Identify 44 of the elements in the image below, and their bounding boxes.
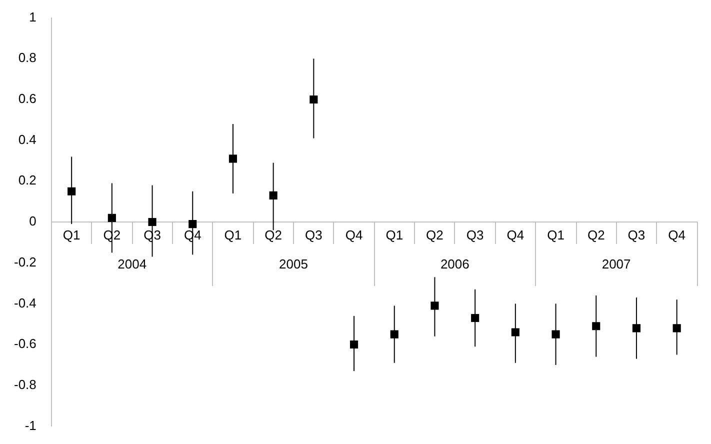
y-tick-label: -0.6 [14, 336, 36, 352]
point [188, 220, 197, 228]
x-tick-label: Q4 [668, 227, 686, 242]
y-tick-label: -0.2 [14, 254, 36, 270]
y-tick-label: 0.4 [18, 132, 36, 147]
point [552, 330, 560, 338]
y-tick-label: 1 [29, 9, 36, 24]
x-tick-label: Q1 [224, 227, 242, 242]
x-tick-label: Q2 [426, 227, 444, 242]
y-tick-label: -0.4 [14, 295, 36, 310]
y-tick-label: -1 [24, 418, 36, 433]
x-tick-label: Q2 [587, 227, 605, 242]
point [471, 314, 480, 322]
annotation: 2006 [440, 256, 470, 272]
annotation: 2007 [602, 256, 631, 272]
point [511, 328, 520, 336]
x-tick-label: Q1 [547, 227, 564, 242]
point [672, 324, 681, 332]
point [310, 95, 318, 104]
point [108, 214, 116, 222]
x-tick-label: Q3 [466, 227, 484, 242]
y-tick-label: -0.8 [14, 376, 36, 392]
annotation: 2005 [279, 256, 308, 272]
y-tick-label: 0.6 [18, 91, 36, 106]
point [68, 187, 76, 196]
y-tick-label: 0 [29, 214, 36, 229]
x-tick-label: Q2 [264, 227, 282, 242]
point [269, 191, 278, 200]
x-tick-label: Q1 [62, 227, 80, 242]
annotation: 2004 [118, 256, 147, 272]
point [228, 154, 238, 163]
x-tick-label: Q3 [305, 227, 322, 242]
x-tick-label: Q4 [345, 227, 363, 242]
point [430, 302, 439, 310]
point [148, 218, 156, 226]
y-tick-label: 0.2 [18, 172, 36, 188]
x-tick-label: Q1 [386, 227, 404, 242]
point [390, 330, 398, 338]
point [350, 340, 358, 349]
x-tick-label: Q4 [506, 227, 524, 242]
y-tick-label: 0.8 [18, 50, 36, 66]
x-tick-label: Q3 [628, 227, 646, 242]
point [632, 324, 641, 332]
point [592, 322, 600, 330]
